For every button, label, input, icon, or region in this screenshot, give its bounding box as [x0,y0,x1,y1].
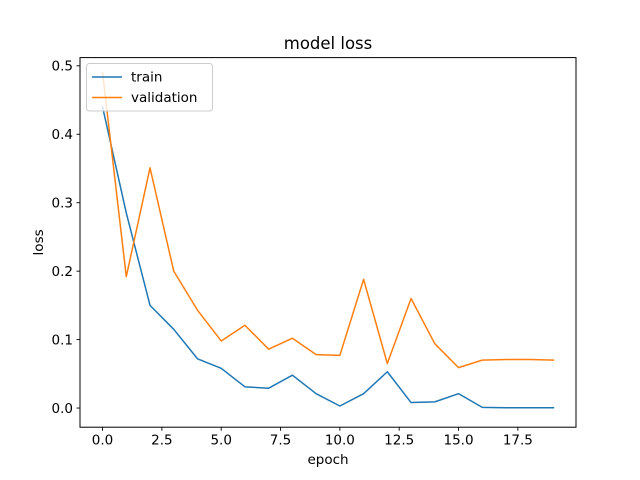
validation-line [101,71,555,369]
train-line [101,105,555,409]
y-tick-label: 0.5 [52,59,73,75]
series-lines [101,71,555,409]
x-tick-label: 7.5 [270,433,291,449]
x-tick-label: 12.5 [384,433,414,449]
legend-train-label: train [131,70,162,86]
x-tick-label: 15.0 [443,433,473,449]
x-axis-label: epoch [307,452,348,468]
y-tick-label: 0.1 [52,332,73,348]
legend-box [86,63,213,112]
y-axis-label: loss [31,229,47,255]
y-tick-label: 0.0 [52,401,73,417]
legend: train validation [86,63,213,112]
x-tick-label: 17.5 [503,433,533,449]
x-tick-label: 10.0 [325,433,355,449]
y-tick-label: 0.2 [52,264,73,280]
axes-spines [79,57,577,428]
x-tick-label: 5.0 [210,433,231,449]
chart-title: model loss [284,34,373,53]
axis-ticks: 0.0 2.5 5.0 7.5 10.0 12.5 15.0 17.5 0.0 0.1 0.2 0.3… [52,59,533,449]
x-tick-label: 0.0 [92,433,113,449]
x-tick-label: 2.5 [151,433,172,449]
y-tick-label: 0.3 [52,196,73,212]
legend-validation-label: validation [131,90,197,106]
y-tick-label: 0.4 [52,127,73,143]
